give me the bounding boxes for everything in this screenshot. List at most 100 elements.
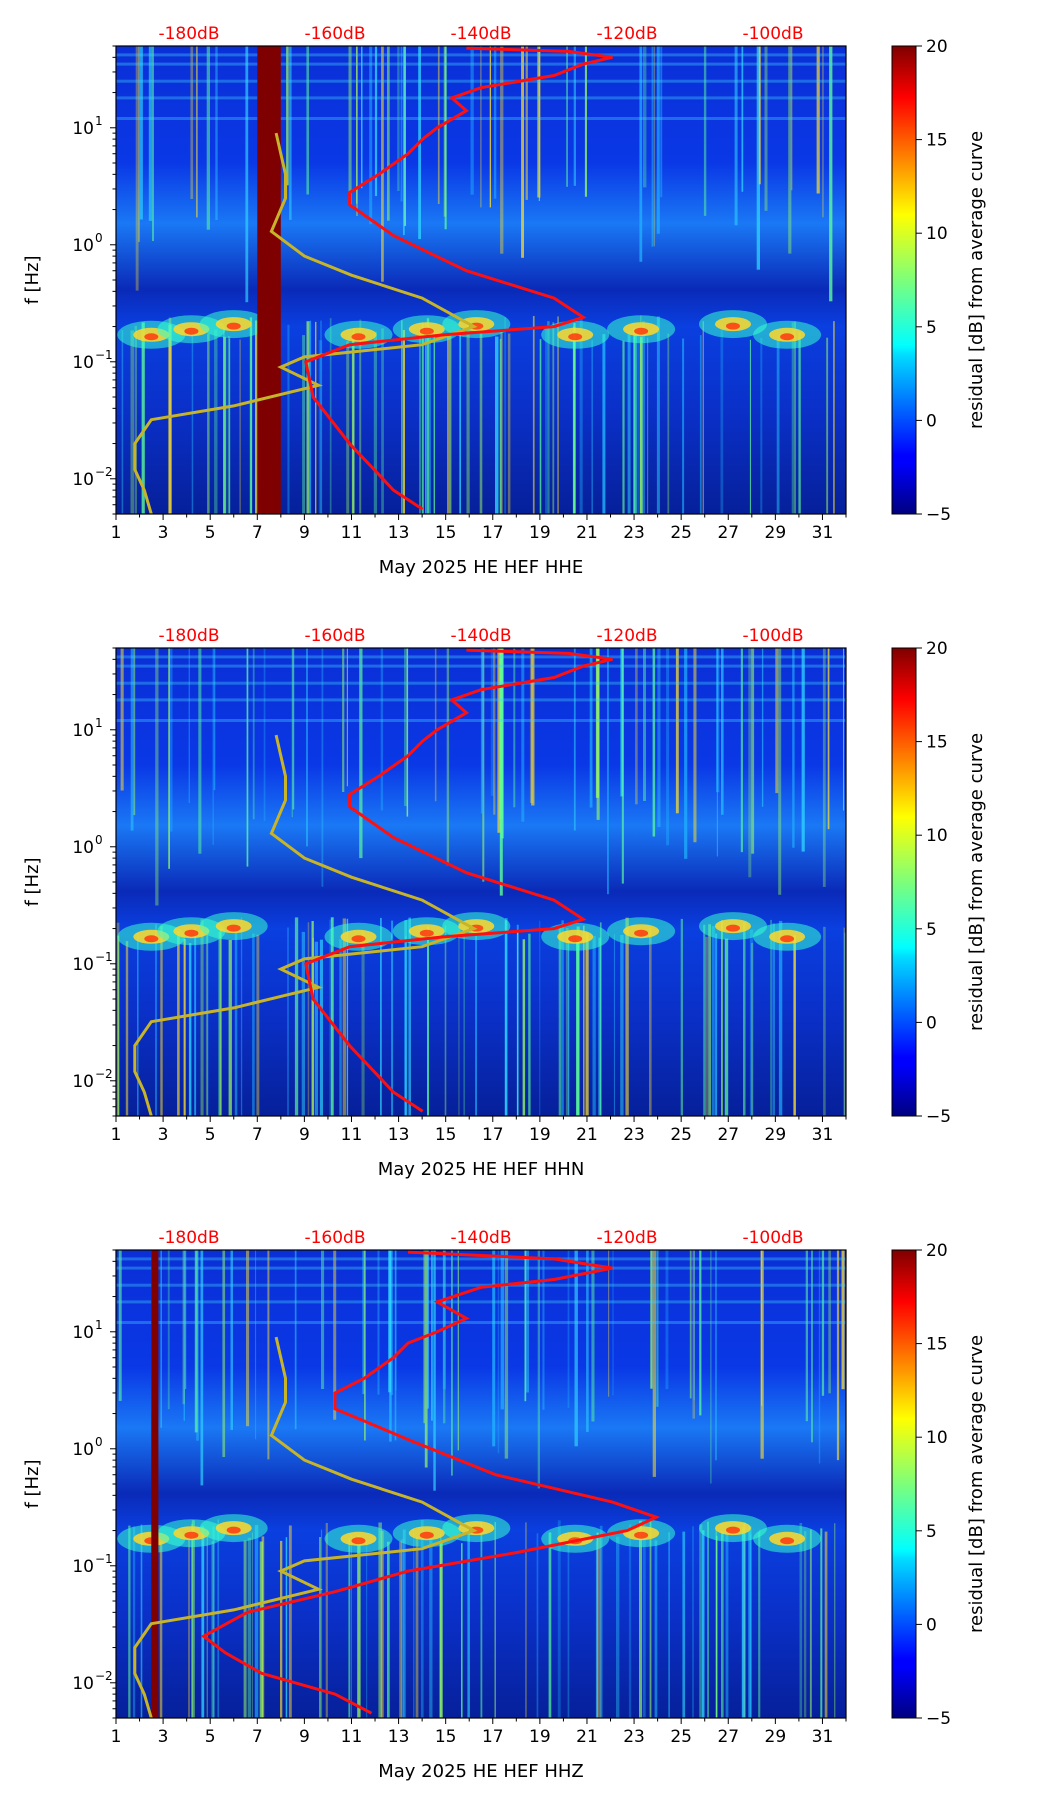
spectrogram-stripe bbox=[734, 46, 738, 226]
spectrogram-stripe bbox=[749, 339, 751, 514]
x-tick-label: 31 bbox=[812, 1727, 834, 1747]
spectrogram-stripe bbox=[721, 920, 723, 1116]
spectrogram-stripe bbox=[841, 1250, 845, 1390]
colorbar-gradient bbox=[891, 45, 917, 515]
spectrogram-stripe bbox=[318, 340, 323, 514]
spectrogram-stripe bbox=[214, 329, 218, 514]
spectrogram-stripe bbox=[499, 648, 503, 896]
y-tick-exponent: −1 bbox=[95, 348, 113, 362]
spectrogram-stripe bbox=[380, 917, 382, 1116]
microseism-peak bbox=[780, 935, 795, 943]
spectrogram-stripe bbox=[380, 1530, 384, 1718]
spectrogram-stripe bbox=[829, 46, 833, 302]
frequency-band bbox=[116, 62, 846, 66]
spectrogram-stripe bbox=[715, 933, 718, 1116]
spectrogram-stripe bbox=[424, 1250, 428, 1468]
spectrogram-stripe bbox=[639, 337, 643, 514]
panel-hhe: 1 3 5 7 9 11 13 15 17 19 21 23 25 27 29 31 10−210−110 01… bbox=[22, 24, 987, 578]
y-tick-label: 10 bbox=[72, 838, 94, 858]
spectrogram-stripe bbox=[586, 1250, 589, 1432]
spectrogram-stripe bbox=[639, 46, 643, 262]
x-tick-label: 13 bbox=[388, 523, 410, 543]
yellow-curve bbox=[133, 132, 478, 515]
spectrogram-stripe bbox=[499, 330, 501, 514]
spectrogram-stripe bbox=[402, 330, 405, 514]
spectrogram-stripe bbox=[320, 1529, 323, 1718]
db-label: -140dB bbox=[450, 1228, 511, 1248]
spectrogram-stripe bbox=[828, 1250, 831, 1394]
spectrogram-stripe bbox=[668, 1532, 670, 1718]
spectrogram-stripe bbox=[374, 46, 378, 197]
x-tick-label: 17 bbox=[482, 1727, 504, 1747]
spectrogram-stripe bbox=[545, 328, 547, 514]
spectrogram-stripe bbox=[764, 46, 768, 211]
db-label: -140dB bbox=[450, 626, 511, 646]
spectrogram-stripe bbox=[402, 1529, 406, 1718]
spectrogram-stripe bbox=[247, 1537, 252, 1718]
spectrogram-stripe bbox=[680, 918, 683, 1116]
spectrogram-stripe bbox=[346, 341, 350, 514]
colorbar-gradient bbox=[891, 1249, 917, 1719]
spectrogram-stripe bbox=[613, 934, 615, 1116]
x-tick-label: 19 bbox=[529, 1125, 551, 1145]
spectrogram-stripe bbox=[513, 648, 516, 808]
y-tick-label: 10 bbox=[72, 119, 94, 139]
spectrogram-stripe bbox=[228, 940, 232, 1116]
x-axis-title: May 2025 HE HEF HHZ bbox=[378, 1761, 583, 1782]
spectrogram-stripe bbox=[168, 648, 170, 869]
x-tick-label: 29 bbox=[765, 1125, 787, 1145]
colorbar: −5 0 5 10 15 20 residual [dB] from average cu… bbox=[891, 37, 987, 525]
spectrogram-stripe bbox=[378, 1522, 382, 1718]
spectrogram-stripe bbox=[639, 1520, 642, 1718]
spectrogram-stripe bbox=[649, 927, 652, 1116]
spectrogram-stripe bbox=[446, 648, 450, 866]
spectrogram-stripe bbox=[218, 931, 220, 1116]
spectrogram-stripe bbox=[330, 917, 334, 1116]
x-tick-label: 27 bbox=[717, 1727, 739, 1747]
microseism-peak bbox=[634, 327, 649, 335]
db-label: -140dB bbox=[450, 24, 511, 44]
spectrogram-stripe bbox=[702, 1530, 705, 1718]
spectrogram-stripe bbox=[778, 648, 782, 895]
spectrogram-stripe bbox=[182, 1250, 185, 1405]
spectrogram-stripe bbox=[703, 46, 707, 216]
spectrogram-stripe bbox=[307, 922, 310, 1116]
spectrogram-stripe bbox=[373, 331, 377, 514]
spectrogram-stripe bbox=[751, 942, 754, 1116]
spectrogram-stripe bbox=[167, 1250, 170, 1410]
spectrogram-stripe bbox=[387, 1541, 390, 1718]
spectrogram-stripe bbox=[628, 1524, 632, 1718]
spectrogram-stripe bbox=[584, 46, 587, 197]
spectrogram-stripe bbox=[255, 1250, 257, 1440]
colorbar-tick-label: −5 bbox=[926, 1107, 951, 1127]
spectrogram-stripe bbox=[294, 917, 299, 1116]
spectrogram-stripe bbox=[653, 46, 655, 247]
spectrogram-stripe bbox=[135, 46, 139, 291]
spectrogram-stripe bbox=[500, 329, 503, 514]
colorbar-tick-label: 5 bbox=[926, 920, 937, 940]
spectrogram-stripe bbox=[607, 648, 609, 895]
spectrogram-stripe bbox=[475, 924, 477, 1116]
spectrogram-stripe bbox=[684, 648, 688, 859]
frequency-band bbox=[116, 1300, 846, 1304]
x-tick-label: 21 bbox=[576, 1125, 598, 1145]
spectrogram-stripe bbox=[524, 1250, 527, 1402]
spectrogram-stripe bbox=[388, 1250, 392, 1393]
microseism-peak bbox=[780, 1537, 795, 1545]
spectrogram-stripe bbox=[595, 1541, 598, 1718]
x-axis-title: May 2025 HE HEF HHN bbox=[378, 1159, 585, 1180]
spectrogram-stripe bbox=[567, 1531, 570, 1718]
spectrogram-stripe bbox=[538, 46, 540, 201]
spectrogram-stripe bbox=[827, 648, 830, 830]
spectrogram-stripe bbox=[315, 321, 317, 514]
spectrogram-stripe bbox=[703, 924, 706, 1116]
spectrogram-stripe bbox=[444, 46, 447, 230]
spectrogram-stripe bbox=[494, 1522, 496, 1718]
spectrogram-stripe bbox=[234, 924, 238, 1116]
colorbar-ticks: −5 0 5 10 15 20 bbox=[916, 1241, 951, 1729]
db-label: -180dB bbox=[158, 626, 219, 646]
spectrogram-stripe bbox=[399, 1541, 403, 1718]
spectrogram-stripe bbox=[140, 1524, 143, 1718]
spectrogram-stripe bbox=[359, 319, 362, 514]
spectrogram-stripe bbox=[707, 1521, 709, 1718]
